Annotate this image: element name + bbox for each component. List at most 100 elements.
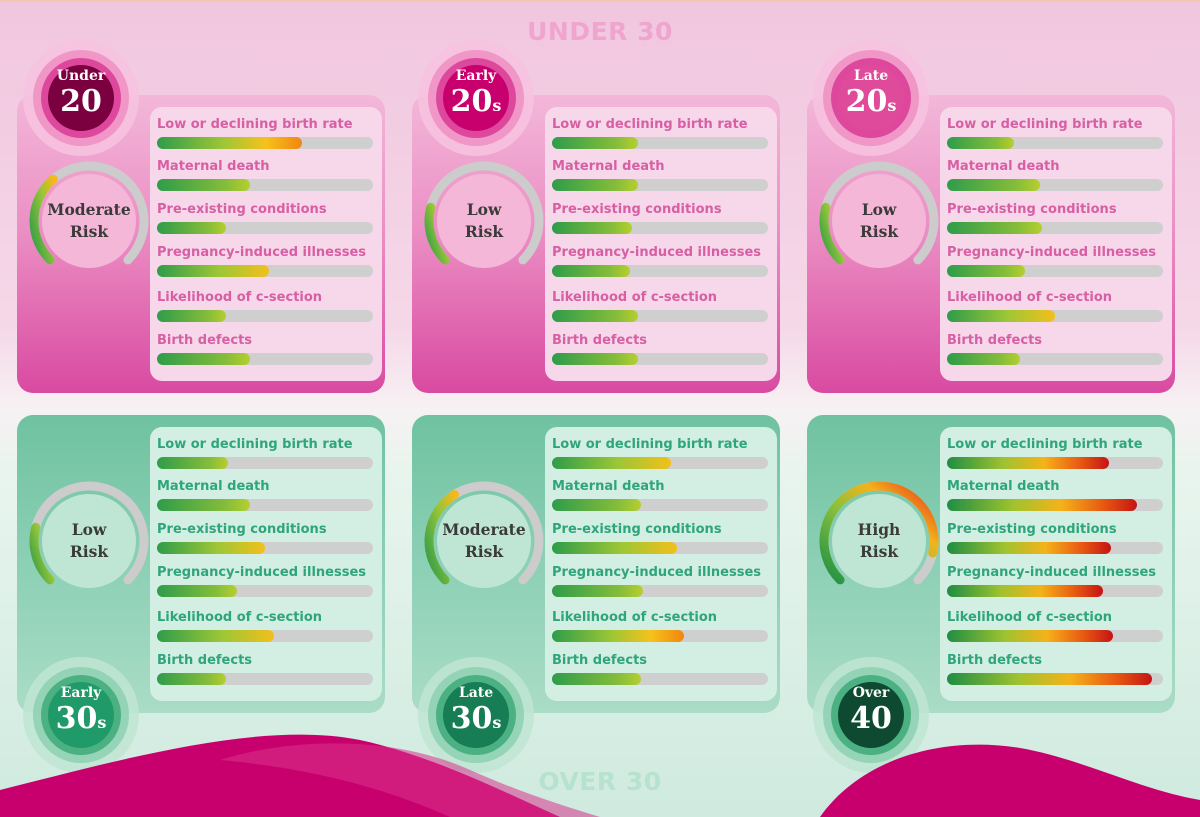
bars-panel: Low or declining birth rate Maternal deat… [545,107,777,381]
bar-track [157,457,373,469]
bars-panel: Low or declining birth rate Maternal deat… [150,107,382,381]
bar-fill [552,673,641,685]
bar-track [552,673,768,685]
age-badge-rings [813,657,929,773]
top-accent-line [0,0,1200,2]
bar-label: Low or declining birth rate [157,437,353,452]
bar-label: Low or declining birth rate [552,437,748,452]
bar-track [157,310,373,322]
bar-fill [552,137,639,149]
gauge-svg [424,161,544,268]
risk-label-line1: Low [71,520,107,539]
gauge-svg [424,481,544,588]
bar-label: Maternal death [157,479,270,494]
risk-label-line1: Moderate [47,200,131,219]
age-badge-number: 20s [813,84,929,119]
gauge-disc [437,494,531,588]
age-badge-rings [813,40,929,156]
gauge-level-arc [29,174,58,265]
risk-label: Low Risk [815,157,943,285]
risk-gauge: Moderate Risk [25,157,153,285]
bar-track [157,265,373,277]
bar-track [157,353,373,365]
bar-track [157,179,373,191]
bar-label: Pre-existing conditions [552,522,722,537]
gauge-disc [832,494,926,588]
bar-track [157,673,373,685]
risk-gauge: Low Risk [25,477,153,605]
age-badge-number: 30s [418,701,534,736]
bar-track [552,499,768,511]
age-badge: Under 20 [23,40,139,156]
bar-label: Low or declining birth rate [157,117,353,132]
bar-fill [157,542,265,554]
bar-fill [157,457,229,469]
bar-label: Pregnancy-induced illnesses [947,565,1157,580]
age-badge-prefix: Late [458,685,494,701]
bar-label: Low or declining birth rate [947,437,1143,452]
age-badge-prefix: Over [852,685,890,701]
bars-panel: Low or declining birth rate Maternal deat… [940,427,1172,701]
bar-track [552,585,768,597]
bar-label: Maternal death [157,159,270,174]
risk-label-line1: Low [466,200,502,219]
age-badge: Early 30s [23,657,139,773]
bar-label: Maternal death [552,159,665,174]
bar-fill [552,542,678,554]
risk-label-line1: Low [861,200,897,219]
risk-label-line2: Risk [464,222,504,241]
age-suffix: s [492,96,502,115]
bar-fill [157,585,237,597]
risk-gauge: Low Risk [420,157,548,285]
gauge-disc [832,174,926,268]
bar-track [552,137,768,149]
bar-track [947,585,1163,597]
bar-label: Pregnancy-induced illnesses [552,245,762,260]
risk-label-line1: High [857,520,901,539]
bar-track [552,630,768,642]
bar-fill [552,222,632,234]
bar-label: Maternal death [947,159,1060,174]
bar-track [552,265,768,277]
bar-label: Pregnancy-induced illnesses [947,245,1157,260]
bar-label: Birth defects [157,333,253,348]
bar-track [157,542,373,554]
gauge-level-arc [819,202,845,265]
risk-label: High Risk [815,477,943,605]
risk-gauge: High Risk [815,477,943,605]
bar-track [947,673,1163,685]
age-number: 20 [60,84,102,119]
bar-label: Likelihood of c-section [157,290,323,305]
age-badge-prefix: Early [60,685,102,701]
bar-fill [552,630,684,642]
bar-label: Pre-existing conditions [552,202,722,217]
risk-gauge: Low Risk [815,157,943,285]
risk-label: Moderate Risk [420,477,548,605]
bar-fill [157,222,227,234]
gauge-level-arc [819,481,939,585]
bar-fill [552,457,671,469]
bar-fill [552,499,641,511]
age-badge: Late 30s [418,657,534,773]
age-badge-number: 40 [813,701,929,736]
bar-label: Pregnancy-induced illnesses [157,245,367,260]
risk-label-line2: Risk [69,222,109,241]
gauge-level-arc [424,202,450,265]
risk-label: Low Risk [420,157,548,285]
age-badge-rings [23,40,139,156]
bar-fill [552,353,639,365]
risk-label-line1: Moderate [442,520,526,539]
gauge-svg [819,481,939,588]
bar-track [552,353,768,365]
bar-track [157,630,373,642]
bar-label: Likelihood of c-section [157,610,323,625]
risk-label-line2: Risk [464,542,504,561]
bar-track [157,137,373,149]
section-title-under-30: UNDER 30 [527,17,673,46]
bar-label: Birth defects [552,333,648,348]
age-number: 30 [55,701,98,736]
bar-track [552,457,768,469]
age-suffix: s [887,96,897,115]
bar-label: Pregnancy-induced illnesses [552,565,762,580]
bar-fill [552,310,639,322]
